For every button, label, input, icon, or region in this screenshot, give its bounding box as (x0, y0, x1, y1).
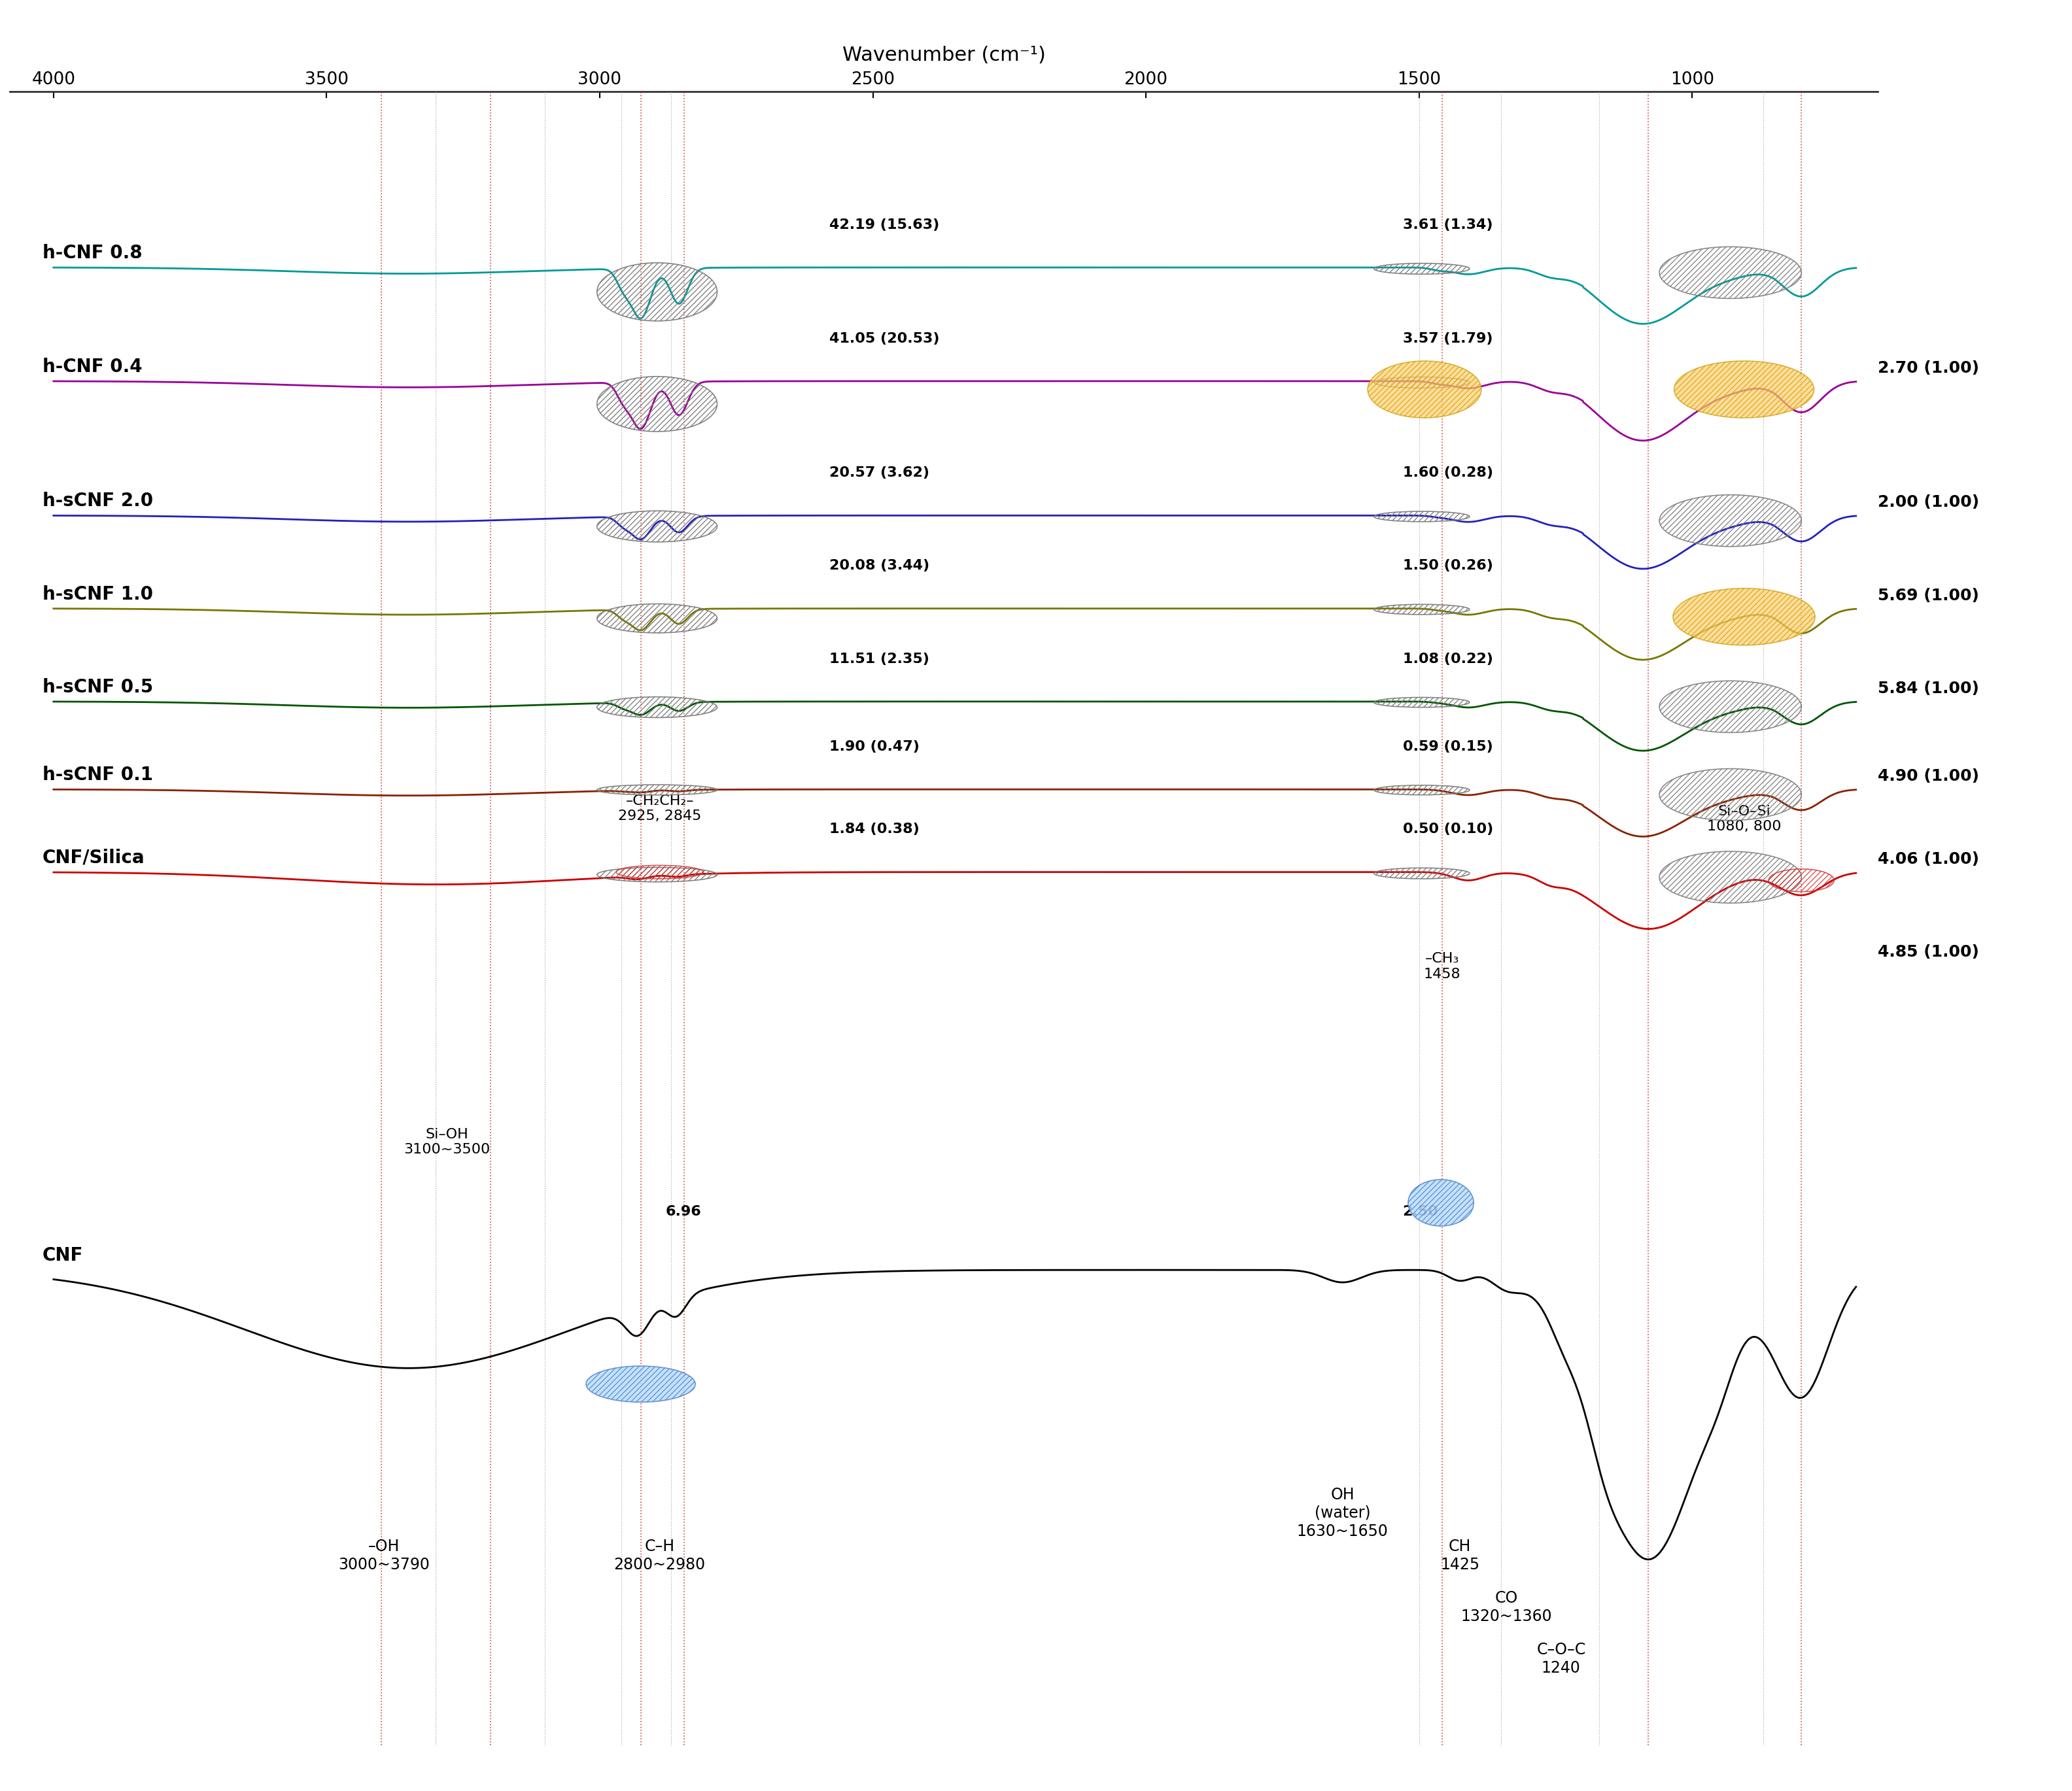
Text: 1.60 (0.28): 1.60 (0.28) (1403, 466, 1494, 480)
Text: 11.51 (2.35): 11.51 (2.35) (829, 652, 928, 664)
Text: 20.08 (3.44): 20.08 (3.44) (829, 559, 928, 573)
Text: 1.50 (0.26): 1.50 (0.26) (1403, 559, 1492, 573)
Text: 1.84 (0.38): 1.84 (0.38) (829, 822, 920, 836)
Text: CH
1425: CH 1425 (1440, 1538, 1479, 1572)
Text: 4.85 (1.00): 4.85 (1.00) (1877, 944, 1979, 960)
Text: 41.05 (20.53): 41.05 (20.53) (829, 331, 939, 346)
Text: Si–OH
3100~3500: Si–OH 3100~3500 (404, 1128, 489, 1157)
Text: OH
(water)
1630~1650: OH (water) 1630~1650 (1297, 1487, 1388, 1538)
Ellipse shape (586, 1367, 696, 1402)
Ellipse shape (1672, 589, 1815, 645)
Text: h-sCNF 0.5: h-sCNF 0.5 (44, 679, 153, 697)
Text: 4.90 (1.00): 4.90 (1.00) (1877, 768, 1979, 784)
Text: Si–O–Si
1080, 800: Si–O–Si 1080, 800 (1707, 804, 1782, 833)
Text: C–H
2800~2980: C–H 2800~2980 (613, 1538, 707, 1572)
Text: 42.19 (15.63): 42.19 (15.63) (829, 219, 939, 231)
Text: h-CNF 0.4: h-CNF 0.4 (44, 358, 143, 376)
X-axis label: Wavenumber (cm⁻¹): Wavenumber (cm⁻¹) (841, 45, 1046, 64)
Text: –OH
3000~3790: –OH 3000~3790 (338, 1538, 429, 1572)
Text: CO
1320~1360: CO 1320~1360 (1461, 1590, 1552, 1624)
Text: 2.70 (1.00): 2.70 (1.00) (1877, 360, 1979, 376)
Text: CNF: CNF (44, 1247, 83, 1264)
Text: h-sCNF 0.1: h-sCNF 0.1 (44, 767, 153, 784)
Text: 0.50 (0.10): 0.50 (0.10) (1403, 822, 1494, 836)
Text: –CH₃
1458: –CH₃ 1458 (1423, 953, 1461, 980)
Text: 3.57 (1.79): 3.57 (1.79) (1403, 331, 1492, 346)
Text: 5.69 (1.00): 5.69 (1.00) (1877, 587, 1979, 604)
Text: 2.00 (1.00): 2.00 (1.00) (1877, 494, 1979, 510)
Ellipse shape (1368, 362, 1481, 417)
Ellipse shape (1674, 362, 1813, 417)
Text: 3.61 (1.34): 3.61 (1.34) (1403, 219, 1492, 231)
Text: C–O–C
1240: C–O–C 1240 (1537, 1642, 1585, 1676)
Ellipse shape (1409, 1180, 1473, 1227)
Text: h-sCNF 2.0: h-sCNF 2.0 (44, 493, 153, 510)
Text: 2.50: 2.50 (1403, 1205, 1438, 1218)
Text: 0.59 (0.15): 0.59 (0.15) (1403, 740, 1492, 754)
Text: –CH₂CH₂–
2925, 2845: –CH₂CH₂– 2925, 2845 (617, 795, 702, 822)
Text: 6.96: 6.96 (665, 1205, 700, 1218)
Text: h-CNF 0.8: h-CNF 0.8 (44, 244, 143, 261)
Text: CNF/Silica: CNF/Silica (44, 849, 145, 867)
Text: 1.08 (0.22): 1.08 (0.22) (1403, 652, 1492, 664)
Text: h-sCNF 1.0: h-sCNF 1.0 (44, 586, 153, 604)
Text: 5.84 (1.00): 5.84 (1.00) (1877, 681, 1979, 697)
Text: 4.06 (1.00): 4.06 (1.00) (1877, 851, 1979, 867)
Text: 20.57 (3.62): 20.57 (3.62) (829, 466, 928, 480)
Text: 1.90 (0.47): 1.90 (0.47) (829, 740, 920, 754)
